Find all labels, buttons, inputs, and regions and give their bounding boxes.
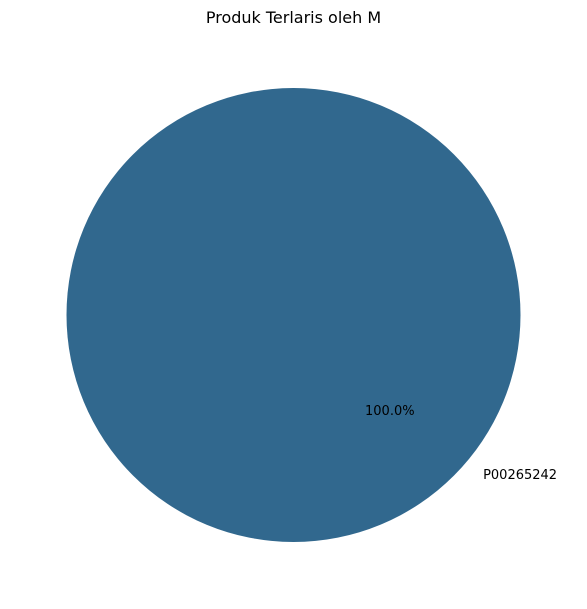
slice-category-label: P00265242	[483, 468, 557, 483]
chart-title: Produk Terlaris oleh M	[205, 8, 382, 27]
pie-slice	[66, 88, 521, 542]
slice-percent-label: 100.0%	[365, 404, 415, 419]
